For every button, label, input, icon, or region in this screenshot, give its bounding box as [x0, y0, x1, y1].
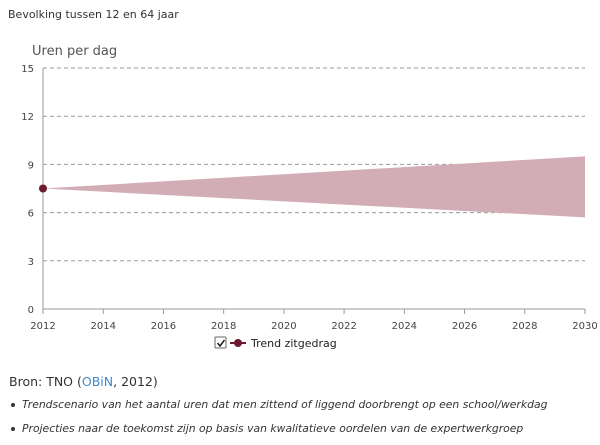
trend-band: [43, 156, 585, 218]
source-line: Bron: TNO (OBiN, 2012): [9, 374, 158, 389]
checkmark-icon: [216, 339, 226, 348]
x-tick-label: 2020: [271, 321, 296, 332]
x-tick-label: 2030: [572, 321, 597, 332]
source-prefix: Bron: TNO (: [9, 374, 82, 389]
x-tick-label: 2026: [452, 321, 477, 332]
y-axis-label: Uren per dag: [32, 44, 117, 59]
chart-subtitle: Bevolking tussen 12 en 64 jaar: [8, 8, 179, 21]
y-tick-label: 0: [28, 305, 34, 316]
x-tick-label: 2012: [30, 321, 55, 332]
note-item: Trendscenario van het aantal uren dat me…: [8, 396, 547, 420]
x-tick-label: 2018: [211, 321, 236, 332]
x-tick-label: 2016: [151, 321, 176, 332]
trend-start-marker: [39, 184, 47, 193]
x-tick-label: 2028: [512, 321, 537, 332]
y-tick-label: 12: [21, 112, 34, 123]
legend-label[interactable]: Trend zitgedrag: [250, 337, 337, 350]
chart: Uren per dag 0 3 6 9 12 15 2012 2014 2016 2018 2020…: [21, 44, 597, 350]
x-tick-label: 2024: [392, 321, 417, 332]
y-tick-label: 15: [21, 64, 34, 75]
x-tick-label: 2022: [331, 321, 356, 332]
legend-checkbox[interactable]: [214, 336, 227, 349]
source-link-obin[interactable]: OBiN: [81, 374, 114, 389]
notes-list: Trendscenario van het aantal uren dat me…: [8, 396, 547, 444]
note-item: Projecties naar de toekomst zijn op basi…: [8, 420, 547, 444]
x-tick-label: 2014: [90, 321, 115, 332]
y-tick-label: 9: [28, 160, 34, 171]
y-tick-label: 3: [28, 257, 34, 268]
source-suffix: , 2012): [113, 374, 158, 389]
legend-marker: [234, 339, 242, 347]
y-tick-label: 6: [28, 209, 34, 220]
